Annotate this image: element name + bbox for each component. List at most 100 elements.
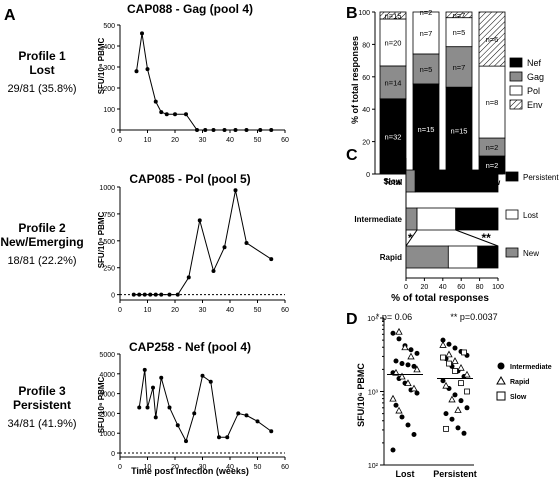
y-tick-label-cap258: 2000 bbox=[99, 411, 115, 418]
ylabel-cap085: SFU/10⁶ PBMC bbox=[97, 211, 106, 268]
point-intermediate bbox=[461, 430, 467, 436]
bar-data-label: n=8 bbox=[486, 98, 499, 107]
hbar-segment-new bbox=[405, 169, 416, 193]
y-category-label-c: Rapid bbox=[380, 253, 402, 262]
y-tick-label-d: 10² bbox=[368, 463, 379, 470]
data-point-cap085 bbox=[222, 245, 227, 250]
data-point-cap085 bbox=[137, 292, 142, 297]
chart-title-cap258: CAP258 - Nef (pool 4) bbox=[129, 340, 251, 354]
legend-marker-intermediate bbox=[497, 362, 505, 370]
ylabel-cap088: SFU/10⁶ PBMC bbox=[97, 37, 106, 94]
point-intermediate bbox=[414, 350, 420, 356]
point-intermediate bbox=[446, 341, 452, 347]
y-tick-label-cap085: 250 bbox=[103, 266, 115, 273]
chart-title-cap088: CAP088 - Gag (pool 4) bbox=[127, 2, 253, 16]
bar-data-label: n=14 bbox=[385, 78, 402, 87]
x-tick-label-cap088: 30 bbox=[199, 137, 207, 144]
data-point-cap258 bbox=[208, 379, 213, 384]
panel-letter-d: D bbox=[346, 311, 358, 328]
series-line-cap088 bbox=[136, 33, 272, 131]
data-point-cap085 bbox=[131, 292, 136, 297]
data-point-cap088 bbox=[269, 128, 274, 132]
point-rapid bbox=[445, 350, 453, 358]
ylabel-b: % of total responses bbox=[350, 36, 360, 124]
point-intermediate bbox=[408, 347, 414, 353]
x-category-label-b: Total bbox=[384, 178, 403, 187]
data-point-cap088 bbox=[211, 128, 216, 132]
data-point-cap258 bbox=[269, 429, 274, 434]
legend-swatch-b bbox=[509, 99, 523, 110]
hbar-segment-persistent bbox=[477, 245, 499, 269]
data-point-cap258 bbox=[192, 411, 197, 416]
legend-marker-slow bbox=[496, 391, 506, 401]
y-tick-label-cap085: 750 bbox=[103, 212, 115, 219]
data-point-cap088 bbox=[244, 128, 249, 132]
series-line-cap085 bbox=[133, 190, 272, 296]
data-point-cap085 bbox=[186, 275, 191, 280]
x-tick-label-cap088: 40 bbox=[226, 137, 234, 144]
x-tick-label-c: 60 bbox=[457, 284, 465, 291]
point-intermediate bbox=[443, 411, 449, 417]
data-point-cap085 bbox=[142, 292, 147, 297]
y-tick-label-b: 80 bbox=[362, 42, 370, 49]
data-point-cap258 bbox=[159, 375, 164, 380]
point-rapid bbox=[395, 406, 403, 414]
point-slow bbox=[452, 368, 458, 374]
bar-segment-gag bbox=[412, 53, 440, 85]
y-tick-label-cap088: 0 bbox=[111, 128, 115, 135]
point-slow bbox=[461, 349, 467, 356]
y-tick-label-cap258: 4000 bbox=[99, 372, 115, 379]
data-point-cap088 bbox=[173, 112, 177, 117]
point-intermediate bbox=[396, 336, 402, 342]
significance-star-2: ** bbox=[481, 231, 491, 245]
legend-label-b: Gag bbox=[527, 72, 544, 82]
data-point-cap088 bbox=[195, 128, 199, 132]
data-point-cap085 bbox=[159, 292, 164, 297]
point-slow bbox=[440, 354, 446, 361]
point-intermediate bbox=[411, 363, 417, 369]
point-rapid bbox=[407, 352, 415, 360]
profile-3-stat: 34/81 (41.9%) bbox=[7, 418, 76, 430]
profile-1-stat: 29/81 (35.8%) bbox=[7, 83, 76, 95]
bar-data-label: n=15 bbox=[451, 127, 468, 136]
pvalue-2: ** p=0.0037 bbox=[450, 312, 497, 322]
data-point-cap088 bbox=[134, 69, 139, 74]
x-tick-label-cap258: 20 bbox=[171, 464, 179, 471]
point-rapid bbox=[413, 365, 421, 373]
data-point-cap085 bbox=[153, 292, 158, 297]
panel-letter-b: B bbox=[346, 5, 358, 22]
data-point-cap085 bbox=[244, 240, 249, 245]
xlabel-c: % of total responses bbox=[391, 293, 489, 304]
point-intermediate bbox=[393, 402, 399, 408]
y-category-label-c: Slow bbox=[383, 177, 402, 186]
data-point-cap085 bbox=[167, 292, 172, 297]
profile-3-label: Profile 3 Persistent 34/81 (41.9%) bbox=[7, 384, 76, 430]
point-rapid bbox=[401, 343, 409, 351]
point-slow bbox=[464, 388, 470, 395]
y-tick-label-cap258: 0 bbox=[111, 451, 115, 458]
x-tick-label-c: 20 bbox=[421, 284, 429, 291]
pvalue-1: * p= 0.06 bbox=[376, 312, 412, 322]
bar-segment-pol bbox=[478, 65, 506, 139]
x-tick-label-c: 0 bbox=[404, 284, 408, 291]
point-intermediate bbox=[399, 361, 405, 367]
bar-segment-pol bbox=[412, 11, 440, 55]
y-tick-label-cap258: 5000 bbox=[99, 352, 115, 359]
point-intermediate bbox=[414, 390, 420, 396]
bar-data-label: n=20 bbox=[385, 38, 402, 47]
y-tick-label-cap085: 500 bbox=[103, 239, 115, 246]
x-tick-label-cap088: 10 bbox=[144, 137, 152, 144]
profile-2-title: Profile 2 bbox=[18, 221, 66, 235]
x-tick-label-c: 40 bbox=[439, 284, 447, 291]
x-tick-label-cap085: 40 bbox=[226, 307, 234, 314]
data-point-cap258 bbox=[225, 435, 230, 440]
profile-2-stat: 18/81 (22.2%) bbox=[7, 255, 76, 267]
y-tick-label-cap258: 1000 bbox=[99, 431, 115, 438]
legend-swatch-c bbox=[505, 209, 519, 220]
line-chart-cap085: CAP085 - Pol (pool 5) SFU/10⁶ PBMC 0 250 5… bbox=[97, 172, 289, 314]
x-tick-label-cap258: 40 bbox=[226, 464, 234, 471]
point-intermediate bbox=[455, 425, 461, 431]
legend-marker-rapid bbox=[496, 375, 506, 385]
data-point-cap088 bbox=[145, 67, 150, 72]
ylabel-cap258: SFU/10⁶ PBMC bbox=[97, 376, 106, 433]
